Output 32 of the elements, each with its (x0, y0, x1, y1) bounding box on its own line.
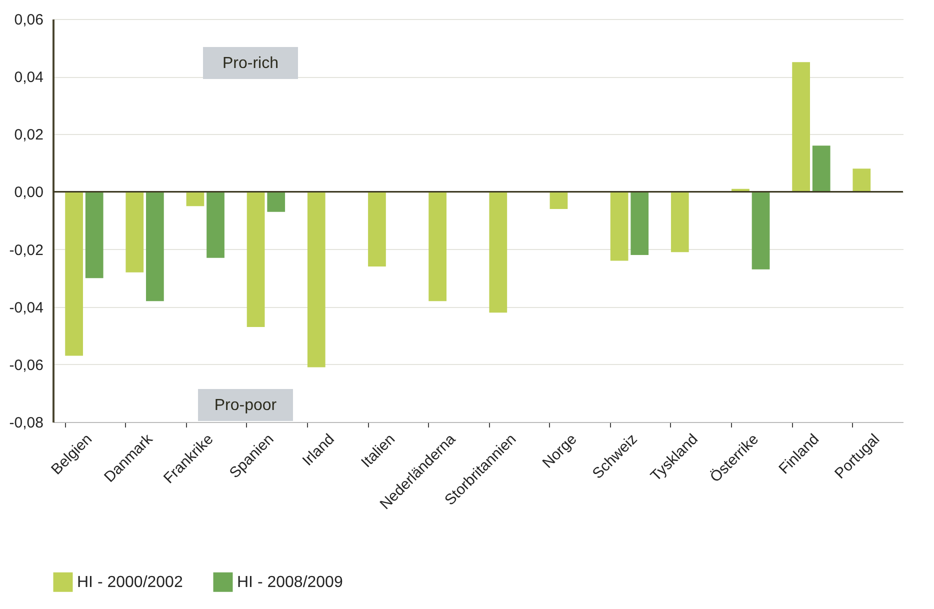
bar (126, 192, 144, 272)
bar (368, 192, 386, 267)
legend-label: HI - 2000/2002 (77, 574, 183, 592)
bar (267, 192, 286, 212)
bar (85, 192, 104, 278)
bar (246, 192, 265, 328)
annotation: Pro-poor (214, 397, 278, 414)
y-tick-label: -0,08 (9, 414, 44, 432)
bar (550, 192, 568, 209)
bar (792, 62, 810, 192)
y-tick-label: 0,02 (14, 126, 44, 144)
y-tick-label: 0,06 (14, 12, 44, 28)
bar (489, 192, 508, 313)
bar (307, 192, 326, 368)
y-tick-label: 0,04 (14, 69, 44, 86)
bar (812, 146, 830, 192)
annotation: Pro-rich (222, 55, 279, 72)
y-tick-label: 0,00 (14, 184, 44, 202)
bar (65, 192, 83, 356)
bar (610, 192, 628, 261)
bar (146, 192, 164, 302)
bar (186, 192, 204, 206)
y-tick-label: -0,04 (9, 299, 44, 316)
y-tick-label: -0,06 (9, 356, 44, 374)
legend-label: HI - 2008/2009 (237, 574, 343, 592)
bar (670, 192, 689, 252)
bar (852, 168, 871, 192)
bar (206, 192, 224, 258)
bar (752, 192, 770, 270)
bar (630, 192, 649, 256)
bar (428, 192, 446, 302)
y-tick-label: -0,02 (9, 242, 44, 259)
